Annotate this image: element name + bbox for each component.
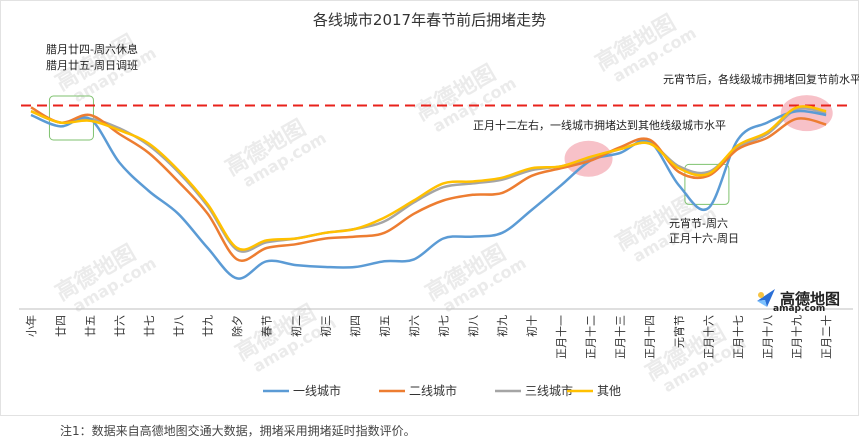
x-tick-label: 初七: [436, 315, 450, 337]
annotation-text: 腊月廿五-周日调班: [46, 59, 138, 72]
x-tick-labels: 小年 廿四 廿五 廿六 廿七 廿八 廿九 除夕 春节 初二 初三 初四 初五 初六 初七 初八 初九 初十 正月十一…: [24, 315, 833, 359]
annotation-layer: 腊月廿四-周六休息腊月廿五-周日调班正月十二左右，一线城市拥堵达到其他线级城市水…: [46, 42, 859, 245]
x-tick-label: 初二: [289, 315, 303, 337]
x-tick-label: 初三: [319, 315, 333, 337]
x-tick-label: 初四: [348, 315, 362, 337]
legend-label: 二线城市: [409, 383, 457, 398]
x-tick-label: 正月十二: [584, 315, 598, 359]
series-line-3: [30, 107, 827, 253]
x-tick-label: 小年: [24, 315, 38, 337]
x-tick-label: 廿七: [143, 315, 156, 337]
x-tick-label: 正月十九: [790, 315, 804, 359]
x-tick-label: 春节: [261, 315, 274, 337]
legend: 一线城市 二线城市 三线城市 其他: [263, 383, 621, 398]
x-tick-label: 初十: [525, 315, 539, 337]
logo-text: 高德地图: [780, 289, 841, 308]
legend-label: 一线城市: [293, 383, 341, 398]
annotation-text: 腊月廿四-周六休息: [46, 42, 138, 56]
x-tick-label: 正月十七: [731, 315, 745, 359]
x-tick-label: 初八: [466, 315, 480, 337]
x-tick-label: 正月十一: [554, 315, 568, 359]
x-tick-label: 廿四: [54, 315, 67, 337]
legend-label: 三线城市: [525, 383, 573, 398]
x-tick-label: 廿九: [202, 315, 215, 337]
footnote: 注1：数据来自高德地图交通大数据，拥堵采用拥堵延时指数评价。: [60, 424, 416, 438]
annotation-text: 元宵节-周六: [669, 216, 728, 230]
x-tick-label: 除夕: [230, 315, 244, 337]
amap-logo: 高德地图: [755, 287, 840, 309]
series-line-2: [30, 106, 827, 262]
series-line-4: [30, 105, 827, 251]
x-tick-label: 正月十六: [701, 315, 715, 359]
x-tick-label: 元宵节: [672, 315, 686, 348]
x-tick-label: 正月二十: [819, 315, 833, 359]
x-tick-label: 初五: [377, 315, 391, 337]
annotation-text: 元宵节后，各线级城市拥堵回复节前水平: [663, 72, 859, 86]
logo-subtext: amap.com: [773, 304, 826, 314]
x-tick-label: 廿六: [113, 315, 126, 337]
chart-title: 各线城市2017年春节前后拥堵走势: [312, 11, 547, 29]
x-tick-label: 正月十四: [642, 315, 656, 359]
annotation-text: 正月十六-周日: [669, 231, 739, 245]
x-tick-label: 正月十八: [760, 315, 774, 359]
x-tick-label: 初六: [407, 315, 421, 337]
x-tick-label: 初九: [495, 315, 509, 337]
chart-card: 各线城市2017年春节前后拥堵走势 高德地图 amap.com 高德地图 amap.c…: [0, 0, 859, 416]
x-tick-label: 正月十三: [613, 315, 627, 359]
highlight-box: [684, 163, 730, 205]
legend-label: 其他: [597, 384, 621, 398]
annotation-text: 正月十二左右，一线城市拥堵达到其他线级城市水平: [473, 118, 726, 132]
amap-logo-icon: [757, 289, 775, 307]
series-line-1: [30, 109, 827, 280]
x-tick-label: 廿五: [84, 315, 97, 337]
x-tick-label: 廿八: [172, 315, 185, 337]
